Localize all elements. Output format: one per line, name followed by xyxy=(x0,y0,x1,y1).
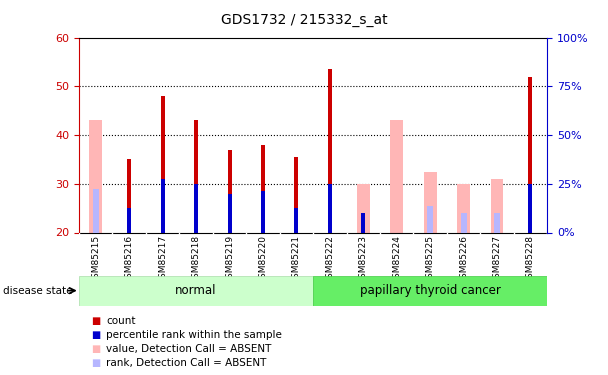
Text: GSM85220: GSM85220 xyxy=(258,235,268,284)
Bar xyxy=(528,184,533,232)
Text: ■: ■ xyxy=(91,344,100,354)
Text: value, Detection Call = ABSENT: value, Detection Call = ABSENT xyxy=(106,344,272,354)
Text: GSM85216: GSM85216 xyxy=(125,235,134,284)
Text: percentile rank within the sample: percentile rank within the sample xyxy=(106,330,282,340)
Text: GSM85223: GSM85223 xyxy=(359,235,368,284)
Bar xyxy=(457,184,470,232)
Bar xyxy=(427,206,433,232)
Bar xyxy=(328,184,332,232)
Text: ■: ■ xyxy=(91,358,100,368)
Bar xyxy=(328,69,332,232)
Bar xyxy=(294,208,299,232)
Bar xyxy=(294,157,299,232)
Text: GDS1732 / 215332_s_at: GDS1732 / 215332_s_at xyxy=(221,13,387,27)
Bar xyxy=(494,213,500,232)
Text: normal: normal xyxy=(175,284,217,297)
Bar xyxy=(127,159,131,232)
Bar xyxy=(261,145,265,232)
Bar xyxy=(424,172,437,232)
Text: GSM85228: GSM85228 xyxy=(526,235,535,284)
Text: GSM85224: GSM85224 xyxy=(392,235,401,284)
Bar xyxy=(161,96,165,232)
Text: disease state: disease state xyxy=(3,286,72,296)
Bar xyxy=(93,189,98,232)
Text: GSM85225: GSM85225 xyxy=(426,235,435,284)
Text: GSM85215: GSM85215 xyxy=(91,235,100,284)
Text: GSM85218: GSM85218 xyxy=(192,235,201,284)
Bar xyxy=(127,208,131,232)
Bar xyxy=(89,120,102,232)
Bar xyxy=(390,120,403,232)
Bar xyxy=(161,179,165,232)
Bar xyxy=(357,184,370,232)
Text: GSM85226: GSM85226 xyxy=(459,235,468,284)
Text: GSM85217: GSM85217 xyxy=(158,235,167,284)
Text: ■: ■ xyxy=(91,316,100,326)
Bar xyxy=(491,179,503,232)
Bar xyxy=(79,276,313,306)
Text: GSM85227: GSM85227 xyxy=(492,235,502,284)
Bar xyxy=(361,213,365,232)
Text: GSM85221: GSM85221 xyxy=(292,235,301,284)
Text: GSM85219: GSM85219 xyxy=(225,235,234,284)
Text: rank, Detection Call = ABSENT: rank, Detection Call = ABSENT xyxy=(106,358,267,368)
Bar xyxy=(194,120,198,232)
Text: papillary thyroid cancer: papillary thyroid cancer xyxy=(360,284,500,297)
Bar xyxy=(227,150,232,232)
Bar xyxy=(528,76,533,232)
Text: ■: ■ xyxy=(91,330,100,340)
Text: count: count xyxy=(106,316,136,326)
Bar xyxy=(313,276,547,306)
Bar xyxy=(461,213,466,232)
Text: GSM85222: GSM85222 xyxy=(325,235,334,284)
Bar xyxy=(194,184,198,232)
Bar xyxy=(261,191,265,232)
Bar xyxy=(227,194,232,232)
